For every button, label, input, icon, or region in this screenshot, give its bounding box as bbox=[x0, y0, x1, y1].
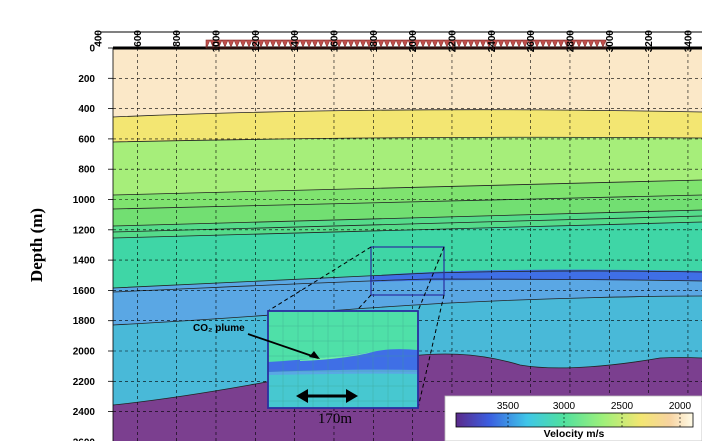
y-axis-ticks: 0 200 400 600 800 1000 1200 1400 1600 1800 2000 220… bbox=[73, 44, 113, 441]
x-tick-label: 2600 bbox=[526, 30, 537, 53]
scale-bar-label: 170m bbox=[318, 411, 353, 427]
x-tick-label: 3200 bbox=[644, 30, 655, 53]
zoom-connector-bottom-right bbox=[417, 294, 445, 409]
x-tick-label: 1400 bbox=[290, 30, 301, 53]
scale-bar-right-head bbox=[346, 389, 358, 403]
colorbar-tick-label: 2000 bbox=[669, 401, 692, 412]
plume-pointer-head bbox=[309, 351, 320, 359]
y-tick-label: 1000 bbox=[73, 195, 96, 206]
x-tick-label: 3000 bbox=[605, 30, 616, 53]
x-tick-label: 2200 bbox=[447, 30, 458, 53]
y-tick-label: 200 bbox=[78, 74, 95, 85]
x-tick-label: 2800 bbox=[565, 30, 576, 53]
y-tick-label: 2400 bbox=[73, 407, 96, 418]
colorbar-legend: 3500 3000 2500 2000 Velocity m/s bbox=[444, 395, 702, 441]
y-tick-label: 1600 bbox=[73, 286, 96, 297]
plume-inset: CO₂ plume 170m bbox=[193, 310, 419, 427]
y-tick-label: 600 bbox=[78, 134, 95, 145]
x-tick-label: 2000 bbox=[408, 30, 419, 53]
source-array bbox=[205, 39, 607, 49]
x-tick-label: 1600 bbox=[329, 30, 340, 53]
colorbar-tick-label: 2500 bbox=[611, 401, 634, 412]
x-tick-label: 3400 bbox=[683, 30, 694, 53]
y-tick-label: 0 bbox=[89, 44, 95, 55]
y-tick-label: 1200 bbox=[73, 225, 96, 236]
x-tick-label: 1800 bbox=[369, 30, 380, 53]
y-tick-label: 1400 bbox=[73, 256, 96, 267]
x-tick-label: 800 bbox=[172, 30, 183, 47]
zoom-region-box bbox=[370, 246, 445, 296]
scale-bar-left-head bbox=[296, 389, 308, 403]
plume-pointer-arrow bbox=[247, 333, 319, 359]
y-tick-label: 2600 bbox=[73, 437, 96, 441]
x-tick-label: 1200 bbox=[251, 30, 262, 53]
x-tick-label: 1000 bbox=[211, 30, 222, 53]
x-tick-label: 400 bbox=[94, 30, 105, 47]
y-tick-label: 400 bbox=[78, 104, 95, 115]
y-tick-label: 2200 bbox=[73, 377, 96, 388]
colorbar-label: Velocity m/s bbox=[544, 428, 605, 440]
x-tick-label: 2400 bbox=[487, 30, 498, 53]
colorbar-gradient bbox=[455, 412, 694, 428]
colorbar-tick-label: 3500 bbox=[497, 401, 520, 412]
x-tick-label: 600 bbox=[133, 30, 144, 47]
y-tick-label: 2000 bbox=[73, 347, 96, 358]
zoom-connector-top-right bbox=[417, 246, 445, 312]
zoom-connector-top-left bbox=[267, 246, 372, 312]
y-tick-label: 800 bbox=[78, 165, 95, 176]
co2-plume-label: CO₂ plume bbox=[193, 323, 245, 334]
colorbar-tick-label: 3000 bbox=[553, 401, 576, 412]
x-axis-ticks: 400 600 800 1000 1200 1400 1600 1800 2000 2200 240… bbox=[94, 30, 695, 53]
y-tick-label: 1800 bbox=[73, 316, 96, 327]
colorbar-ticks: 3500 3000 2500 2000 bbox=[497, 401, 692, 427]
y-axis-label: Depth (m) bbox=[27, 208, 46, 282]
